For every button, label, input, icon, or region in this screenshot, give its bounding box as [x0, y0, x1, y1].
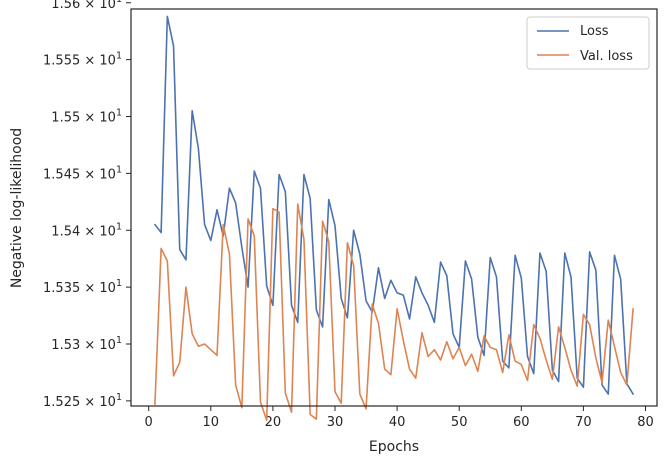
legend-label-val-loss: Val. loss [580, 49, 633, 64]
y-tick-label: 1.535 × 101 [43, 278, 122, 296]
x-tick-label: 60 [513, 415, 530, 430]
x-tick-label: 10 [203, 415, 220, 430]
x-axis-ticks: 0 10 20 30 40 50 60 70 80 [145, 406, 654, 430]
x-axis-label: Epochs [369, 439, 419, 455]
legend: Loss Val. loss [526, 16, 650, 70]
x-tick-label: 80 [637, 415, 654, 430]
y-tick-label: 1.525 × 101 [43, 392, 122, 410]
y-tick-label: 1.55 × 101 [51, 107, 122, 125]
y-tick-label: 1.555 × 101 [43, 51, 122, 69]
y-tick-label: 1.545 × 101 [43, 164, 122, 182]
legend-box [526, 16, 650, 70]
x-tick-label: 30 [327, 415, 344, 430]
x-tick-label: 50 [451, 415, 468, 430]
x-tick-label: 70 [575, 415, 592, 430]
y-tick-label: 1.53 × 101 [51, 335, 122, 353]
x-tick-label: 0 [145, 415, 153, 430]
x-tick-label: 40 [389, 415, 406, 430]
y-tick-label: 1.56 × 101 [51, 0, 122, 12]
plot-frame [130, 8, 658, 407]
x-tick-label: 20 [265, 415, 282, 430]
y-tick-label: 1.54 × 101 [51, 221, 122, 239]
y-axis-label: Negative log-likelihood [9, 128, 25, 288]
series-line-val-loss [154, 203, 634, 422]
legend-label-loss: Loss [580, 24, 609, 39]
y-axis-ticks: 1.525 × 101 1.53 × 101 1.535 × 101 1.54 × 1… [43, 0, 131, 410]
series-lines [154, 15, 634, 422]
